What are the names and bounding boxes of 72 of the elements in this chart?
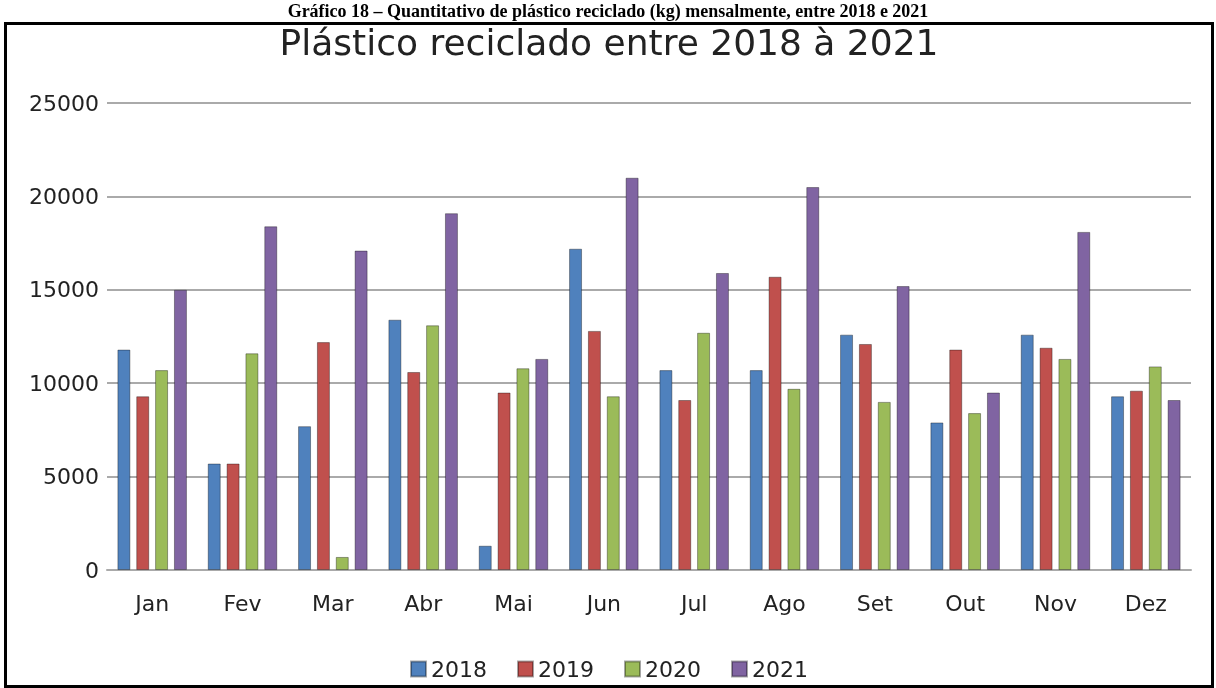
y-tick-label: 0 xyxy=(85,557,99,583)
x-tick-label: Jan xyxy=(133,590,170,616)
bar xyxy=(768,276,782,570)
bar xyxy=(1111,396,1125,570)
bar xyxy=(444,213,458,570)
bar xyxy=(497,392,511,570)
bar xyxy=(207,463,221,570)
bar xyxy=(1039,347,1053,570)
y-tick-label: 10000 xyxy=(29,370,99,396)
x-tick-label: Jul xyxy=(678,590,708,616)
x-tick-label: Mar xyxy=(312,590,355,616)
bar xyxy=(659,370,673,570)
bar xyxy=(516,368,530,570)
bar xyxy=(715,272,729,570)
chart-title: Plástico reciclado entre 2018 à 2021 xyxy=(279,21,939,63)
bar xyxy=(697,332,711,570)
bar xyxy=(245,353,259,570)
bar xyxy=(749,370,763,570)
bar xyxy=(335,556,349,570)
bar xyxy=(625,177,639,570)
bar xyxy=(840,334,854,570)
x-tick-label: Abr xyxy=(404,590,444,616)
bar xyxy=(896,286,910,570)
x-tick-label: Set xyxy=(856,590,894,616)
legend-label: 2018 xyxy=(431,656,488,682)
bar xyxy=(388,319,402,570)
bar xyxy=(806,187,820,570)
bar xyxy=(117,349,131,570)
legend-label: 2021 xyxy=(751,656,808,682)
x-tick-label: Nov xyxy=(1034,590,1077,616)
bar xyxy=(407,371,421,570)
bar xyxy=(354,250,368,570)
y-tick-label: 20000 xyxy=(29,183,99,209)
y-tick-label: 5000 xyxy=(43,464,99,490)
bar xyxy=(1077,231,1091,570)
y-tick-label: 15000 xyxy=(29,277,99,303)
bar xyxy=(1167,400,1181,570)
bar xyxy=(1058,358,1072,570)
bar xyxy=(986,392,1000,570)
text: Gráfico 18 – Quantitativo de plástico reciclado (kg) mensalmente, entre 2018 e 2021 xyxy=(286,0,930,22)
y-tick-label: 25000 xyxy=(29,90,99,116)
bar xyxy=(1129,390,1143,570)
bar xyxy=(877,401,891,570)
x-tick-label: Out xyxy=(945,590,986,616)
bar xyxy=(569,248,583,570)
bar xyxy=(678,400,692,570)
bar xyxy=(155,370,169,570)
bar xyxy=(787,388,801,570)
bar xyxy=(858,343,872,570)
bar xyxy=(264,226,278,570)
bar xyxy=(226,463,240,570)
bar xyxy=(606,396,620,570)
bar xyxy=(136,396,150,570)
legend-label: 2019 xyxy=(538,656,595,682)
legend-label: 2020 xyxy=(645,656,701,682)
x-tick-label: Fev xyxy=(223,590,262,616)
bar xyxy=(587,330,601,570)
bar xyxy=(298,426,312,570)
x-tick-label: Mai xyxy=(494,590,533,616)
x-tick-label: Jun xyxy=(584,590,622,616)
bar xyxy=(949,349,963,570)
bar xyxy=(535,358,549,570)
bar xyxy=(426,325,440,570)
bar xyxy=(173,289,187,570)
bar xyxy=(1148,366,1162,570)
bar xyxy=(316,342,330,570)
x-tick-label: Ago xyxy=(763,590,806,616)
bar xyxy=(930,422,944,570)
bar xyxy=(968,413,982,570)
bar xyxy=(478,545,492,570)
x-tick-label: Dez xyxy=(1124,590,1167,616)
bar xyxy=(1020,334,1034,570)
